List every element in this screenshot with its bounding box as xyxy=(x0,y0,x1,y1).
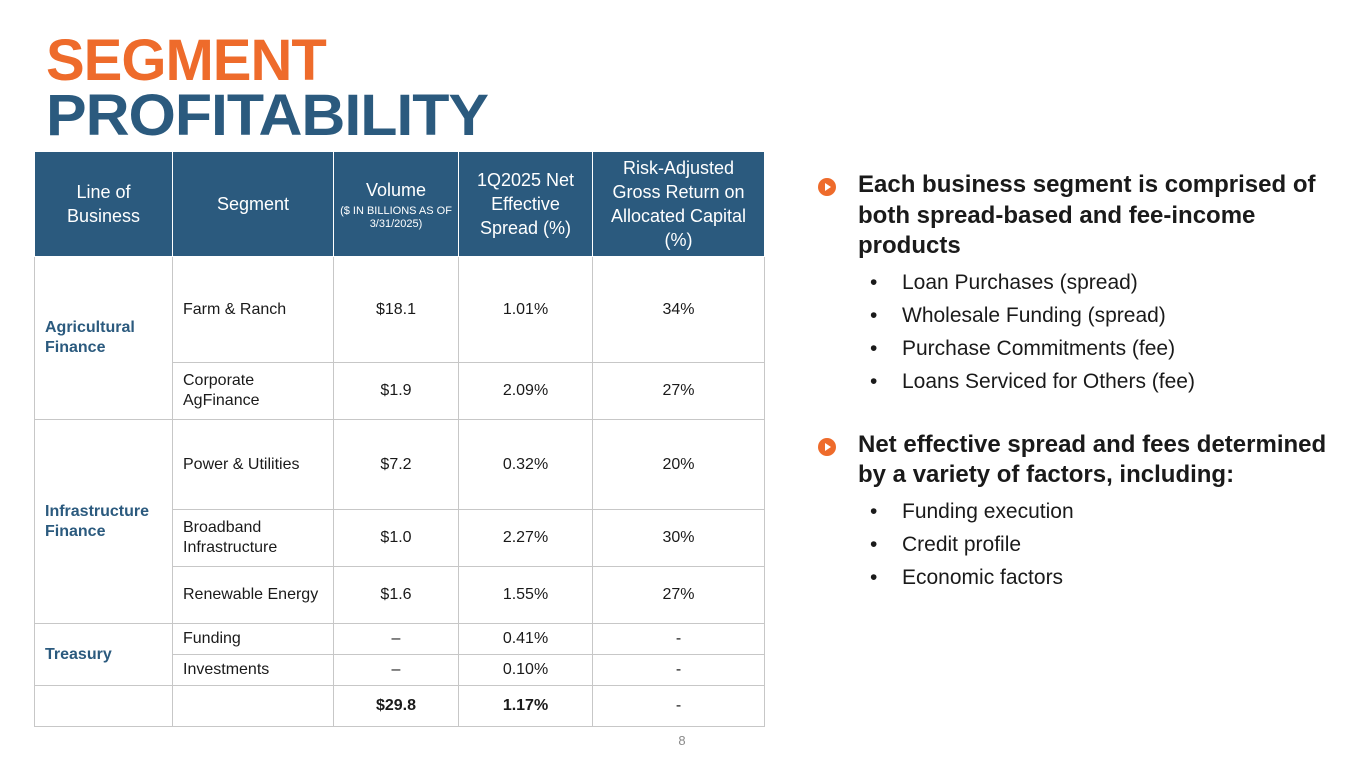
key-point: Net effective spread and fees determined… xyxy=(818,430,1338,594)
header-return: Risk-Adjusted Gross Return on Allocated … xyxy=(592,151,765,257)
bullet-dot-icon: • xyxy=(870,532,878,556)
line-of-business-ag: Agricultural Finance xyxy=(34,256,173,420)
volume-cell: – xyxy=(333,654,459,686)
list-item: • Wholesale Funding (spread) xyxy=(870,299,1338,332)
volume-cell: $7.2 xyxy=(333,419,459,510)
return-cell: 27% xyxy=(592,362,765,420)
title-line-2: PROFITABILITY xyxy=(46,83,489,148)
volume-cell: $1.0 xyxy=(333,509,459,567)
segment-cell: Farm & Ranch xyxy=(172,256,334,363)
return-cell: 30% xyxy=(592,509,765,567)
volume-cell: $1.9 xyxy=(333,362,459,420)
line-of-business-infra: Infrastructure Finance xyxy=(34,419,173,624)
segment-cell: Funding xyxy=(172,623,334,655)
volume-cell: $18.1 xyxy=(333,256,459,363)
line-of-business-treasury: Treasury xyxy=(34,623,173,686)
total-volume: $29.8 xyxy=(333,685,459,727)
key-point-heading: Net effective spread and fees determined… xyxy=(858,430,1327,489)
table-row: Infrastructure Finance Power & Utilities… xyxy=(34,419,765,624)
spread-cell: 0.10% xyxy=(458,654,593,686)
return-cell: 27% xyxy=(592,566,765,624)
table-row: Treasury Funding – 0.41% - xyxy=(34,623,765,686)
page-number: 8 xyxy=(678,733,686,748)
play-circle-icon xyxy=(818,437,836,456)
key-point-sublist: • Loan Purchases (spread) • Wholesale Fund… xyxy=(858,266,1338,398)
total-empty-cell xyxy=(172,685,334,727)
bullet-dot-icon: • xyxy=(870,369,878,393)
key-points: Each business segment is comprised of bo… xyxy=(818,170,1338,594)
list-item-text: Funding execution xyxy=(902,499,1074,523)
key-point-sublist: • Funding execution • Credit profile • Econ… xyxy=(858,495,1338,594)
segment-cell: Power & Utilities xyxy=(172,419,334,510)
spread-cell: 1.01% xyxy=(458,256,593,363)
table-header-row: Line of Business Segment Volume ($ IN BI… xyxy=(34,151,765,257)
total-return: - xyxy=(592,685,765,727)
header-volume-label: Volume xyxy=(365,179,427,200)
title-line-1: SEGMENT xyxy=(46,28,327,93)
spread-cell: 1.55% xyxy=(458,566,593,624)
bullet-dot-icon: • xyxy=(870,336,878,360)
segment-cell: Renewable Energy xyxy=(172,566,334,624)
bullet-dot-icon: • xyxy=(870,565,878,589)
list-item-text: Purchase Commitments (fee) xyxy=(902,336,1176,360)
bullet-dot-icon: • xyxy=(870,270,878,294)
list-item: • Loan Purchases (spread) xyxy=(870,266,1338,299)
play-circle-icon xyxy=(818,178,836,196)
return-cell: 34% xyxy=(592,256,765,363)
header-line-of-business: Line of Business xyxy=(34,151,173,257)
volume-cell: $1.6 xyxy=(333,566,459,624)
bullet-dot-icon: • xyxy=(870,499,878,523)
spread-cell: 0.32% xyxy=(458,419,593,510)
table-row: Agricultural Finance Farm & Ranch $18.1 … xyxy=(34,256,765,420)
header-volume-sub: ($ IN BILLIONS AS OF 3/31/2025) xyxy=(340,204,452,230)
bullet-dot-icon: • xyxy=(870,303,878,327)
list-item-text: Credit profile xyxy=(902,532,1022,556)
table-row: Investments – 0.10% - xyxy=(35,654,765,686)
list-item: • Loans Serviced for Others (fee) xyxy=(870,365,1338,398)
list-item-text: Wholesale Funding (spread) xyxy=(902,303,1166,327)
list-item-text: Loans Serviced for Others (fee) xyxy=(902,369,1195,393)
header-volume: Volume ($ IN BILLIONS AS OF 3/31/2025) xyxy=(333,151,459,257)
total-row: $29.8 1.17% - xyxy=(34,685,765,727)
list-item: • Funding execution xyxy=(870,495,1338,528)
return-cell: 20% xyxy=(592,419,765,510)
list-item: • Economic factors xyxy=(870,561,1338,594)
segment-cell: Broadband Infrastructure xyxy=(172,509,334,567)
key-point: Each business segment is comprised of bo… xyxy=(818,170,1338,398)
spread-cell: 0.41% xyxy=(458,623,593,655)
table-row: Renewable Energy $1.6 1.55% 27% xyxy=(35,566,765,624)
header-spread: 1Q2025 Net Effective Spread (%) xyxy=(458,151,593,257)
volume-cell: – xyxy=(333,623,459,655)
return-cell: - xyxy=(592,654,765,686)
segment-profitability-table: Line of Business Segment Volume ($ IN BI… xyxy=(34,151,765,727)
list-item: • Credit profile xyxy=(870,528,1338,561)
total-empty-cell xyxy=(34,685,173,727)
table-row: Broadband Infrastructure $1.0 2.27% 30% xyxy=(35,509,765,567)
spread-cell: 2.09% xyxy=(458,362,593,420)
page-title: SEGMENT PROFITABILITY xyxy=(46,28,489,145)
return-cell: - xyxy=(592,623,765,655)
key-point-heading: Each business segment is comprised of bo… xyxy=(858,171,1316,259)
list-item-text: Loan Purchases (spread) xyxy=(902,270,1138,294)
spread-cell: 2.27% xyxy=(458,509,593,567)
segment-cell: Investments xyxy=(172,654,334,686)
segment-cell: Corporate AgFinance xyxy=(172,362,334,420)
list-item-text: Economic factors xyxy=(902,565,1064,589)
total-spread: 1.17% xyxy=(458,685,593,727)
header-segment: Segment xyxy=(172,151,334,257)
table-row: Corporate AgFinance $1.9 2.09% 27% xyxy=(35,362,765,420)
list-item: • Purchase Commitments (fee) xyxy=(870,332,1338,365)
